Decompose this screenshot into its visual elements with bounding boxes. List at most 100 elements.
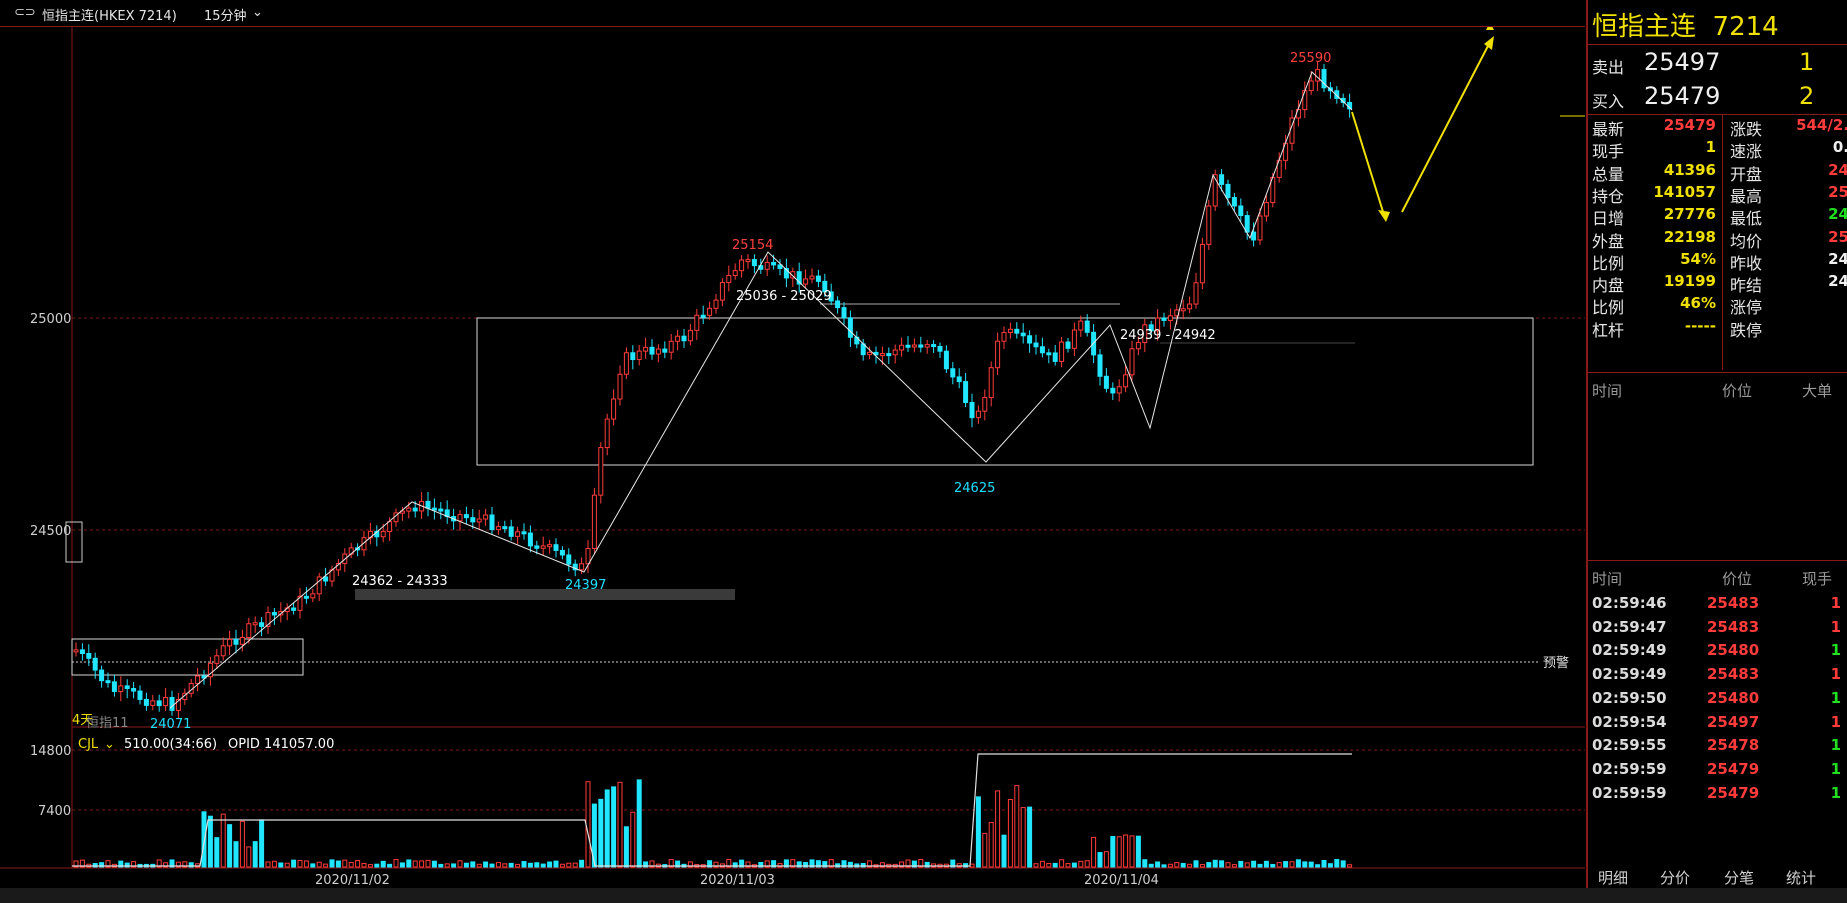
volume-bar [521,861,527,868]
tick-row[interactable]: 02:59:49 25483 1 [1592,665,1847,691]
candle [1103,375,1109,389]
candle [1020,332,1026,337]
candle [1033,342,1039,348]
tick-row[interactable]: 02:59:55 25478 1 [1592,736,1847,762]
alert-label: 预警 [1543,655,1569,671]
kline-chart[interactable]: 25000 24500 25590 25154 25036 - 25029 24… [0,0,1585,888]
date-label-3: 2020/11/04 [1084,873,1159,888]
candle [975,410,981,419]
candle [963,381,969,404]
tick-row[interactable]: 02:59:59 25479 1 [1592,760,1847,786]
annotation-range-a: 25036 - 25029 [736,289,832,304]
period-selector[interactable]: 15分钟 [204,9,247,24]
volume-bar [1161,864,1167,868]
volume-bar [1078,860,1084,868]
candle [227,638,233,647]
candle [1334,90,1340,99]
date-label-1: 2020/11/02 [315,873,390,888]
candle [726,274,732,284]
volume-bar [233,841,239,868]
candle [681,335,687,342]
tick-row[interactable]: 02:59:50 25480 1 [1592,689,1847,715]
stat-value: 41396 [1663,160,1716,179]
candle [534,545,540,549]
candle [1007,328,1013,333]
candle [867,351,873,356]
chevron-down-icon[interactable]: ⌄ [252,5,263,20]
stat-value: 141057 [1653,182,1716,201]
candle [1052,352,1058,362]
candle [835,300,841,309]
stat-label: 外盘 [1592,231,1625,251]
tick-row[interactable]: 02:59:54 25497 1 [1592,713,1847,739]
candle [143,698,149,706]
tick-row[interactable]: 02:59:49 25480 1 [1592,641,1847,667]
tick-row[interactable]: 02:59:46 25483 1 [1592,594,1847,620]
volume-ma-line [72,753,1352,867]
tick-row[interactable]: 02:59:59 25479 1 [1592,784,1847,810]
candle [1155,317,1161,332]
candle [841,307,847,319]
volume-bar [515,863,521,868]
volume-bar [579,859,585,868]
candle [809,275,815,280]
volume-bar [1212,859,1218,868]
candle [1129,348,1135,376]
volume-bar [1295,859,1301,868]
status-bar [0,888,1847,903]
kline-mode-icon[interactable]: ⊂⊃ [14,5,36,20]
volume-bar [905,859,911,868]
stat-value: ----- [1684,316,1716,335]
volume-bar [1334,859,1340,868]
volume-bar [201,811,207,868]
candle [719,282,725,301]
volume-bar [995,790,1001,868]
tab-stats[interactable]: 统计 [1786,869,1817,887]
candle [380,531,386,538]
tab-trades[interactable]: 分笔 [1724,869,1755,887]
volume-bar [1315,864,1321,868]
volume-bar [380,860,386,868]
candle [521,531,527,535]
candle [815,275,821,282]
stat-value: 25 [1828,182,1847,201]
candle [611,398,617,420]
chart-header: ⊂⊃ 恒指主连(HKEX 7214) 15分钟 ⌄ [0,0,1585,27]
tick-time: 02:59:46 [1592,594,1667,612]
volume-bar [771,860,777,868]
volume-bar [1001,834,1007,868]
tick-qty: 1 [1830,665,1841,684]
candle [79,649,85,655]
candle [1059,341,1065,362]
stat-label: 跌停 [1730,320,1763,340]
tab-price-dist[interactable]: 分价 [1660,869,1691,887]
volume-bar [367,864,373,868]
annotation-low-a: 24397 [565,578,606,593]
annotation-low-mid: 24625 [954,481,995,496]
candle [1302,90,1308,111]
volume-bar [278,862,284,868]
volume-bar [687,861,693,868]
volume-bar [1020,807,1026,868]
tab-detail[interactable]: 明细 [1598,869,1629,887]
candle [489,514,495,531]
wave-line [169,71,1353,709]
volume-bar [284,862,290,868]
volume-bar [879,862,885,868]
stat-label: 内盘 [1592,276,1625,296]
candle [131,687,137,692]
candle [988,367,994,399]
candle [617,373,623,400]
stat-value: 25 [1828,227,1847,246]
stat-label: 均价 [1730,231,1763,251]
tick-qty: 1 [1830,759,1841,778]
stat-label: 比例 [1592,253,1625,273]
candle [124,685,130,689]
volume-bar [79,859,85,868]
candle [73,649,79,653]
candle [591,494,597,550]
candle [828,291,834,302]
volume-bar [950,859,956,868]
candle [1206,205,1212,245]
tick-row[interactable]: 02:59:47 25483 1 [1592,618,1847,644]
